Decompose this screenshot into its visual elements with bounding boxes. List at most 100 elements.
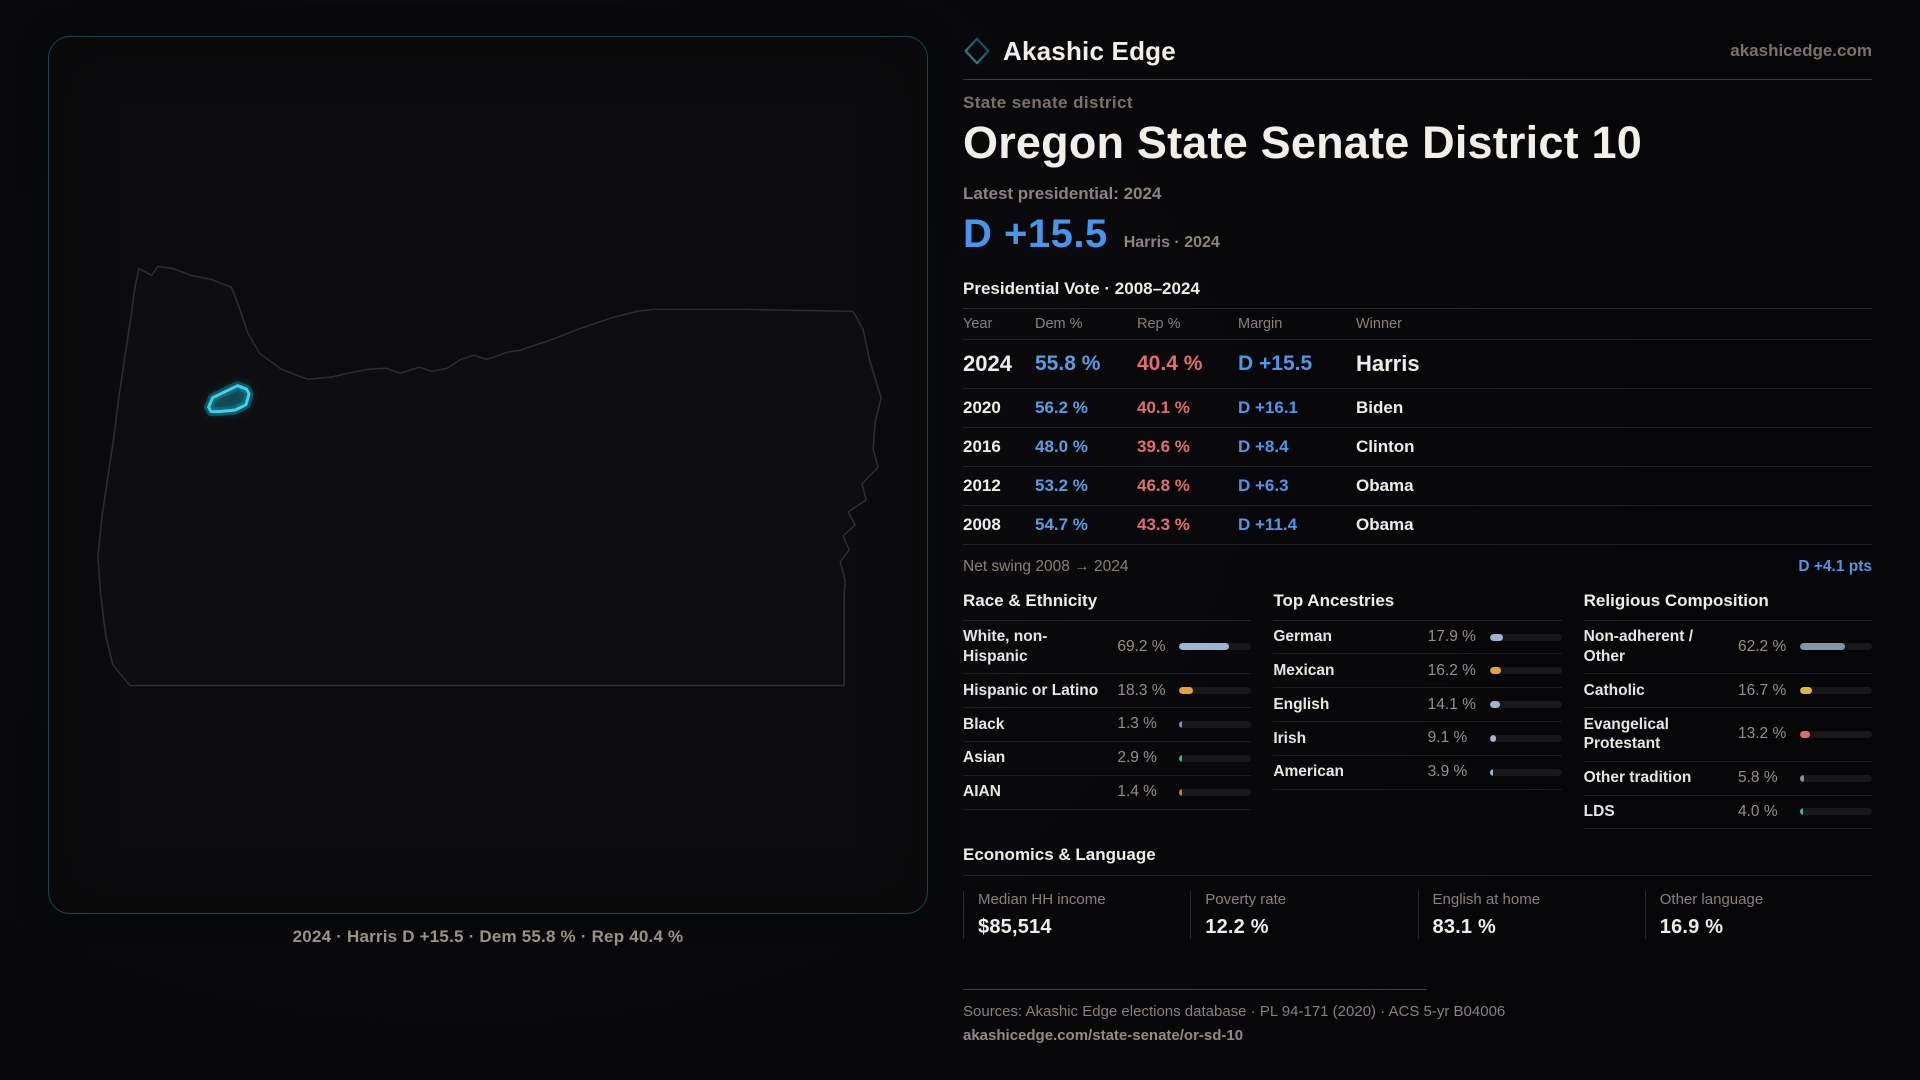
- net-swing-value: D +4.1 pts: [1798, 557, 1872, 575]
- net-swing-row: Net swing 2008 → 2024 D +4.1 pts: [963, 545, 1872, 581]
- row-year: 2016: [963, 436, 1001, 456]
- brand-domain[interactable]: akashicedge.com: [1730, 41, 1872, 60]
- ancestries-section: Top Ancestries German 17.9 % Mexican 16.…: [1273, 591, 1562, 830]
- stat-value: 16.9 %: [1659, 916, 1724, 939]
- religion-section: Religious Composition Non-adherent / Oth…: [1583, 591, 1872, 830]
- demo-value: 14.1 %: [1427, 695, 1476, 713]
- list-item: AIAN 1.4 %: [963, 776, 1252, 810]
- list-item: English 14.1 %: [1273, 688, 1562, 723]
- economics-title: Economics & Language: [963, 845, 1156, 865]
- stat-value: $85,514: [978, 916, 1052, 939]
- list-item: Non-adherent / Other 62.2 %: [1583, 621, 1872, 675]
- col-year: Year: [963, 315, 993, 332]
- demo-bar: [1800, 687, 1872, 695]
- demo-label: Hispanic or Latino: [963, 681, 1099, 699]
- col-rep: Rep %: [1137, 315, 1181, 332]
- demo-bar: [1179, 788, 1252, 796]
- demo-label: Non-adherent / Other: [1583, 628, 1694, 665]
- row-dem: 55.8 %: [1035, 351, 1101, 375]
- state-map: [97, 265, 882, 687]
- section-title: Religious Composition: [1583, 591, 1872, 621]
- demo-label: Mexican: [1273, 661, 1335, 679]
- demo-value: 16.2 %: [1427, 661, 1476, 679]
- map-section: 2024 · Harris D +15.5 · Dem 55.8 % · Rep…: [48, 36, 928, 947]
- section-title: Race & Ethnicity: [963, 591, 1252, 621]
- district-shape[interactable]: [207, 384, 251, 414]
- row-rep: 40.4 %: [1137, 351, 1203, 375]
- demo-value: 3.9 %: [1427, 763, 1468, 781]
- demo-bar: [1489, 667, 1562, 675]
- row-year: 2008: [963, 514, 1001, 534]
- row-rep: 43.3 %: [1137, 514, 1190, 534]
- row-rep: 46.8 %: [1137, 475, 1190, 495]
- row-year: 2020: [963, 397, 1001, 417]
- footer-divider: [963, 989, 1427, 991]
- site-url[interactable]: akashicedge.com/state-senate/or-sd-10: [963, 1027, 1244, 1045]
- list-item: Hispanic or Latino 18.3 %: [963, 674, 1252, 709]
- economics-section: Economics & Language Median HH income $8…: [963, 845, 1872, 940]
- section-title: Top Ancestries: [1273, 591, 1562, 621]
- row-margin: D +11.4: [1238, 514, 1298, 534]
- headline-context: Harris · 2024: [1123, 233, 1220, 251]
- list-item: Evangelical Protestant 13.2 %: [1583, 708, 1872, 762]
- kicker: State senate district: [963, 93, 1133, 112]
- table-row: 2008 54.7 % 43.3 % D +11.4 Obama: [963, 506, 1872, 545]
- row-dem: 48.0 %: [1035, 436, 1088, 456]
- brand-row: Akashic Edge akashicedge.com: [963, 36, 1872, 66]
- demo-value: 62.2 %: [1738, 637, 1787, 655]
- demo-bar: [1800, 774, 1872, 782]
- col-winner: Winner: [1356, 315, 1402, 332]
- demo-label: English: [1273, 695, 1330, 713]
- latest-presidential-label: Latest presidential: 2024: [963, 183, 1162, 203]
- row-margin: D +16.1: [1238, 397, 1299, 417]
- row-year: 2012: [963, 475, 1001, 495]
- demo-bar: [1489, 734, 1562, 742]
- vote-table-header: Year Dem % Rep % Margin Winner: [963, 309, 1872, 340]
- demo-bar: [1800, 808, 1872, 816]
- demo-bar: [1800, 643, 1872, 651]
- row-rep: 39.6 %: [1137, 436, 1190, 456]
- demo-value: 5.8 %: [1738, 769, 1778, 787]
- table-row: 2024 55.8 % 40.4 % D +15.5 Harris: [963, 340, 1872, 389]
- demo-label: American: [1273, 763, 1344, 781]
- stat-value: 12.2 %: [1205, 916, 1269, 939]
- list-item: LDS 4.0 %: [1583, 796, 1872, 830]
- stat-label: Median HH income: [978, 891, 1106, 909]
- demo-value: 9.1 %: [1427, 729, 1468, 747]
- list-item: Mexican 16.2 %: [1273, 654, 1562, 689]
- demo-label: Asian: [963, 749, 1006, 767]
- list-item: Other tradition 5.8 %: [1583, 762, 1872, 796]
- list-item: American 3.9 %: [1273, 756, 1562, 790]
- demo-label: AIAN: [963, 783, 1001, 801]
- row-dem: 56.2 %: [1035, 397, 1088, 417]
- brand: Akashic Edge: [963, 36, 1176, 67]
- demo-value: 16.7 %: [1738, 681, 1787, 699]
- row-dem: 53.2 %: [1035, 475, 1088, 495]
- map-panel: [48, 36, 928, 914]
- demo-value: 2.9 %: [1117, 749, 1157, 767]
- demo-bar: [1179, 720, 1252, 728]
- vote-table: Year Dem % Rep % Margin Winner 2024 55.8…: [963, 309, 1872, 545]
- demo-value: 13.2 %: [1738, 725, 1787, 743]
- stats-row: Median HH income $85,514 Poverty rate 12…: [963, 891, 1872, 940]
- row-margin: D +6.3: [1238, 475, 1289, 495]
- demographics-grid: Race & Ethnicity White, non-Hispanic 69.…: [963, 591, 1872, 830]
- col-margin: Margin: [1238, 315, 1283, 332]
- sources-line: Sources: Akashic Edge elections database…: [963, 1003, 1506, 1021]
- net-swing-label: Net swing 2008 → 2024: [963, 557, 1129, 575]
- demo-label: Black: [963, 715, 1005, 733]
- row-winner: Obama: [1356, 514, 1414, 534]
- economics-divider: [963, 875, 1872, 877]
- demo-value: 17.9 %: [1427, 628, 1476, 645]
- table-row: 2012 53.2 % 46.8 % D +6.3 Obama: [963, 467, 1872, 506]
- demo-bar: [1179, 643, 1252, 651]
- demo-label: Catholic: [1583, 681, 1645, 699]
- row-margin: D +15.5: [1238, 351, 1313, 375]
- brand-name: Akashic Edge: [1003, 35, 1176, 66]
- list-item: White, non-Hispanic 69.2 %: [963, 621, 1252, 675]
- stat-median-income: Median HH income $85,514: [963, 891, 1190, 940]
- diamond-logo-icon: [964, 37, 990, 65]
- demo-value: 18.3 %: [1117, 681, 1166, 699]
- row-margin: D +8.4: [1238, 436, 1289, 456]
- demo-value: 1.4 %: [1117, 783, 1157, 801]
